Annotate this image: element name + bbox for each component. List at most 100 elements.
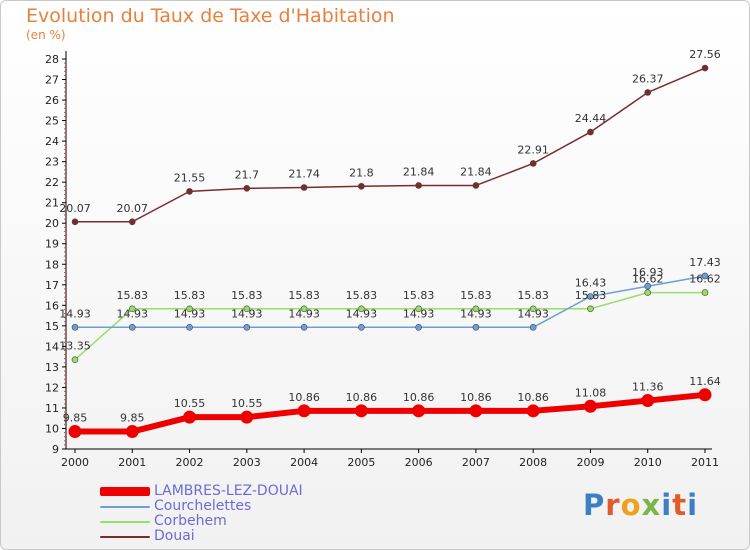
data-point bbox=[529, 323, 537, 331]
data-label: 17.43 bbox=[689, 256, 721, 269]
data-label: 16.43 bbox=[575, 276, 607, 289]
data-label: 9.85 bbox=[63, 412, 88, 425]
data-label: 22.91 bbox=[517, 143, 549, 156]
data-label: 14.93 bbox=[59, 307, 91, 320]
data-label: 21.74 bbox=[288, 167, 320, 180]
series-line-1 bbox=[75, 275, 706, 329]
data-label: 24.44 bbox=[575, 112, 607, 125]
x-tick-label: 2000 bbox=[61, 456, 89, 469]
data-label: 16.62 bbox=[632, 273, 664, 286]
data-label: 10.86 bbox=[288, 391, 320, 404]
data-label: 10.86 bbox=[517, 391, 549, 404]
legend-item: LAMBRES-LEZ-DOUAI bbox=[100, 484, 303, 499]
data-label: 20.07 bbox=[59, 202, 91, 215]
data-point bbox=[701, 289, 709, 296]
data-point bbox=[469, 404, 483, 418]
data-label: 21.84 bbox=[403, 165, 435, 178]
legend-swatch bbox=[100, 535, 150, 538]
data-labels-layer: 9.85 9.85 10.55 10.55 10.86 10.86 10.86 10.86 10… bbox=[59, 48, 721, 425]
data-point bbox=[186, 305, 193, 313]
data-point bbox=[529, 305, 537, 313]
data-label: 16.62 bbox=[689, 273, 721, 286]
data-label: 15.83 bbox=[346, 289, 378, 302]
legend-item: Douai bbox=[100, 529, 303, 544]
data-point bbox=[644, 282, 652, 290]
data-label: 13.35 bbox=[59, 340, 91, 353]
data-label: 15.83 bbox=[403, 289, 435, 302]
data-point bbox=[587, 305, 594, 313]
chart-axes: 9 10 11 12 13 14 15 16 17 18 19 20 21 22 23 24 25 26 27 28 2… bbox=[45, 51, 719, 469]
y-tick-label: 25 bbox=[45, 115, 59, 128]
proxiti-logo: Proxiti bbox=[583, 488, 698, 522]
data-point bbox=[529, 160, 537, 167]
data-point bbox=[644, 289, 652, 296]
x-tick-label: 2009 bbox=[576, 456, 604, 469]
data-point bbox=[300, 305, 308, 313]
y-tick-label: 23 bbox=[45, 156, 59, 169]
legend-item: Courchelettes bbox=[100, 499, 303, 514]
y-tick-label: 13 bbox=[45, 361, 59, 374]
data-label: 21.84 bbox=[460, 165, 492, 178]
y-tick-label: 24 bbox=[45, 135, 59, 148]
legend-label: LAMBRES-LEZ-DOUAI bbox=[154, 483, 303, 499]
data-label: 15.83 bbox=[460, 289, 492, 302]
logo-letter: r bbox=[605, 488, 621, 522]
x-tick-label: 2005 bbox=[347, 456, 375, 469]
data-point bbox=[358, 323, 365, 331]
data-label: 27.56 bbox=[689, 48, 721, 61]
data-label: 15.83 bbox=[288, 289, 320, 302]
y-tick-label: 18 bbox=[45, 258, 59, 271]
data-point bbox=[183, 410, 197, 424]
data-label: 14.93 bbox=[517, 307, 549, 320]
data-label: 9.85 bbox=[120, 412, 145, 425]
legend-label: Douai bbox=[154, 528, 195, 544]
series-line-0 bbox=[75, 391, 706, 435]
data-point bbox=[125, 425, 139, 439]
data-label: 14.93 bbox=[174, 307, 206, 320]
data-label: 11.08 bbox=[575, 386, 607, 399]
data-label: 10.86 bbox=[403, 391, 435, 404]
data-point bbox=[698, 388, 712, 402]
legend-label: Corbehem bbox=[154, 513, 227, 529]
data-label: 10.86 bbox=[346, 391, 378, 404]
data-point bbox=[472, 323, 480, 331]
data-label: 10.55 bbox=[231, 397, 263, 410]
data-label: 21.8 bbox=[349, 166, 374, 179]
data-label: 15.83 bbox=[517, 289, 549, 302]
data-point bbox=[243, 323, 251, 331]
data-point bbox=[128, 323, 136, 331]
data-label: 26.37 bbox=[632, 72, 664, 85]
logo-letter: t bbox=[672, 488, 688, 522]
y-tick-label: 9 bbox=[52, 443, 59, 456]
x-tick-label: 2008 bbox=[519, 456, 547, 469]
x-tick-label: 2001 bbox=[118, 456, 146, 469]
data-point bbox=[587, 128, 594, 136]
data-point bbox=[354, 404, 368, 418]
logo-letter: i bbox=[687, 488, 699, 522]
data-point bbox=[186, 323, 193, 331]
data-point bbox=[583, 399, 597, 413]
data-label: 11.36 bbox=[632, 381, 664, 394]
x-tick-label: 2003 bbox=[233, 456, 261, 469]
x-tick-label: 2004 bbox=[290, 456, 318, 469]
data-point bbox=[358, 182, 365, 190]
data-point bbox=[243, 185, 251, 192]
data-label: 14.93 bbox=[117, 307, 149, 320]
x-tick-label: 2002 bbox=[176, 456, 204, 469]
data-point bbox=[358, 305, 365, 313]
y-tick-label: 17 bbox=[45, 279, 59, 292]
data-label: 11.64 bbox=[689, 375, 721, 388]
data-point bbox=[297, 404, 311, 418]
legend-swatch bbox=[100, 520, 150, 523]
data-point bbox=[300, 323, 308, 331]
series-line-2 bbox=[74, 291, 705, 361]
y-tick-label: 20 bbox=[45, 217, 59, 230]
legend-swatch bbox=[100, 487, 150, 496]
data-label: 15.83 bbox=[231, 289, 263, 302]
data-point bbox=[128, 218, 136, 226]
data-point bbox=[641, 394, 655, 408]
legend-item: Corbehem bbox=[100, 514, 303, 529]
y-tick-label: 14 bbox=[45, 340, 59, 353]
